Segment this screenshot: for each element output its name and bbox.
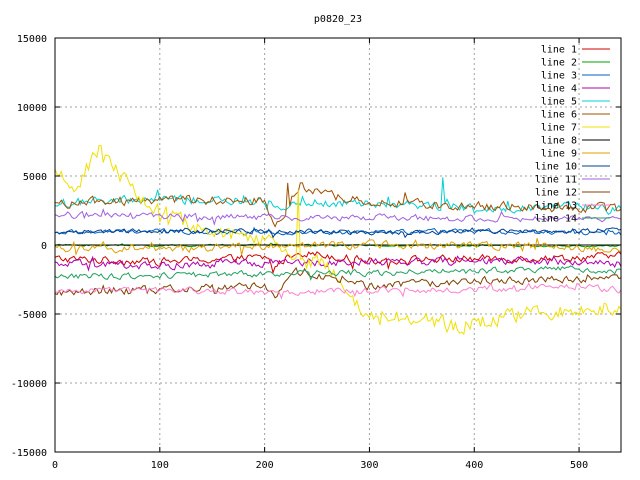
- y-tick-label: 10000: [17, 103, 47, 114]
- legend-label: line 9: [541, 149, 577, 160]
- legend-label: line 14: [535, 214, 577, 225]
- x-tick-label: 300: [360, 460, 378, 471]
- series-line-11: [54, 208, 622, 226]
- x-tick-label: 500: [570, 460, 588, 471]
- x-tick-label: 200: [256, 460, 274, 471]
- y-tick-label: -10000: [11, 379, 47, 390]
- series-line-14: [54, 265, 622, 281]
- x-tick-label: 0: [52, 460, 58, 471]
- y-axis: -15000 -10000 -5000 0 5000 10000 15000: [11, 34, 621, 459]
- x-tick-label: 100: [151, 460, 169, 471]
- series-line-3: [54, 226, 622, 236]
- legend-label: line 12: [535, 188, 577, 199]
- series-line-10: [54, 227, 622, 239]
- series-line-13: [54, 282, 622, 300]
- series-layer: [54, 145, 622, 336]
- series-line-12: [54, 266, 622, 299]
- legend-label: line 10: [535, 162, 577, 173]
- legend-label: line 8: [541, 136, 577, 147]
- y-tick-label: -15000: [11, 448, 47, 459]
- series-line-4: [54, 255, 622, 272]
- x-tick-label: 400: [465, 460, 483, 471]
- legend-label: line 11: [535, 175, 577, 186]
- y-tick-label: 5000: [23, 172, 47, 183]
- legend-label: line 2: [541, 58, 577, 69]
- series-line-1: [54, 250, 622, 275]
- legend-label: line 7: [541, 123, 577, 134]
- x-axis: 0 100 200 300 400 500: [52, 38, 588, 471]
- chart-title: p0820_23: [314, 14, 362, 25]
- legend-label: line 6: [541, 110, 577, 121]
- y-tick-label: 15000: [17, 34, 47, 45]
- legend-label: line 5: [541, 97, 577, 108]
- series-line-9: [54, 238, 622, 256]
- legend-label: line 4: [541, 84, 577, 95]
- legend-label: line 13: [535, 201, 577, 212]
- series-line-6: [54, 182, 622, 228]
- legend: line 1 line 2 line 3 line 4 line 5 line 6 line…: [535, 45, 610, 225]
- legend-label: line 3: [541, 71, 577, 82]
- y-tick-label: 0: [41, 241, 47, 252]
- legend-label: line 1: [541, 45, 577, 56]
- y-tick-label: -5000: [17, 310, 47, 321]
